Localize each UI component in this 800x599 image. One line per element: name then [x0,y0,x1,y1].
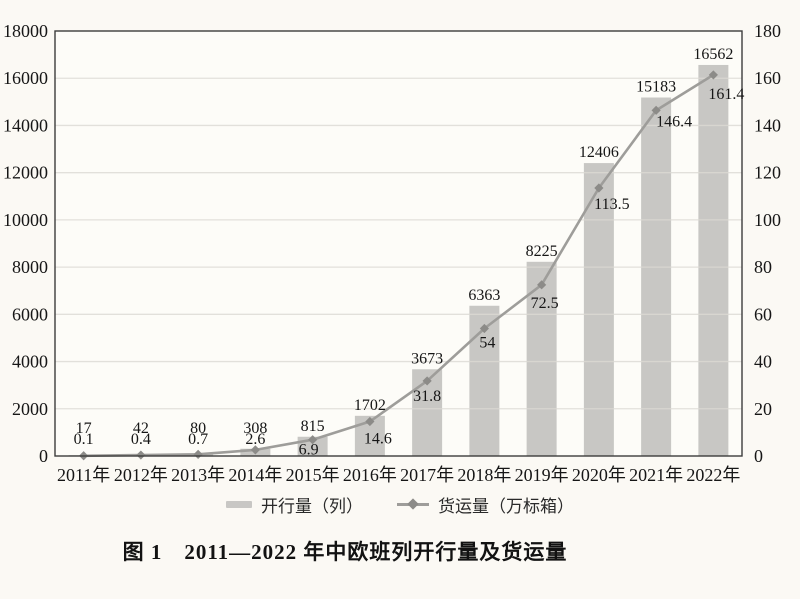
left-axis-tick-label: 12000 [3,163,48,183]
bar [526,261,557,456]
x-axis-label: 2013年 [171,465,225,485]
x-axis-label: 2021年 [629,465,683,485]
freight-marker [250,445,260,455]
bar-value-label: 80 [190,420,206,437]
left-axis-tick-label: 16000 [3,68,48,88]
bar [583,163,614,456]
left-axis-tick-label: 10000 [3,210,48,230]
x-axis-label: 2015年 [286,465,340,485]
combo-chart-canvas: 0 2000 4000 6000 8000 10000 12000 14000 16000 180… [3,21,781,485]
bar-value-label: 42 [133,420,149,437]
bar-value-label: 1702 [354,397,386,414]
legend-label-freight: 货运量（万标箱） [438,496,574,516]
freight-marker [594,183,604,193]
bar [641,97,672,456]
line-marker-swatch-icon [397,498,429,510]
line-value-label: 0.4 [131,431,151,448]
bar-value-label: 15183 [636,79,676,96]
bar-value-label: 308 [243,420,267,437]
legend-label-trains: 开行量（列） [261,496,363,516]
bar-value-label: 16562 [693,46,733,63]
line-value-label: 14.6 [364,431,392,448]
line-value-label: 146.4 [656,113,692,130]
left-axis-tick-label: 4000 [12,352,48,372]
left-axis-tick-label: 6000 [12,304,48,324]
left-axis-tick-label: 0 [39,446,48,466]
plot-border [54,30,743,457]
bar-value-label: 8225 [526,243,558,260]
line-value-label: 31.8 [413,388,441,405]
x-axis-label: 2018年 [457,465,511,485]
line-value-label: 0.1 [74,431,94,448]
left-axis-tick-label: 2000 [12,399,48,419]
bar-swatch-icon [226,500,252,508]
right-axis-tick-label: 0 [754,446,763,466]
line-value-label: 2.6 [245,431,265,448]
freight-marker [422,376,432,386]
bar [698,64,729,457]
line-value-label: 161.4 [708,86,744,103]
left-axis-tick-label: 14000 [3,115,48,135]
freight-marker [651,105,661,115]
figure-caption: 图 1 2011—2022 年中欧班列开行量及货运量 [122,540,568,564]
legend-item-trains: 开行量（列） [226,492,363,517]
right-axis-tick-label: 180 [754,21,781,41]
left-axis-tick-label: 18000 [3,21,48,41]
right-axis-tick-label: 100 [754,210,781,230]
freight-marker [708,70,718,80]
right-axis-tick-label: 20 [754,399,772,419]
right-axis-tick-label: 60 [754,304,772,324]
bar-value-label: 815 [301,418,325,435]
x-axis-label: 2011年 [57,465,110,485]
line-value-label: 113.5 [594,196,629,213]
line-value-label: 54 [479,335,495,352]
bar-value-label: 12406 [579,144,619,161]
right-axis-tick-label: 140 [754,115,781,135]
line-value-label: 6.9 [299,442,319,459]
freight-marker [365,416,375,427]
x-axis-label: 2014年 [228,465,282,485]
freight-marker [136,450,146,460]
left-axis-tick-label: 8000 [12,257,48,277]
x-axis-label: 2012年 [114,465,168,485]
legend-item-freight: 货运量（万标箱） [397,492,574,517]
right-axis-tick-label: 40 [754,352,772,372]
right-axis-tick-label: 80 [754,257,772,277]
line-value-label: 72.5 [531,295,559,312]
bar-value-label: 3673 [411,350,443,367]
chart-legend: 开行量（列） 货运量（万标箱） [0,492,800,516]
plot-area [55,31,742,456]
right-axis-tick-label: 160 [754,68,781,88]
x-axis-label: 2022年 [686,465,740,485]
freight-marker [537,280,547,290]
right-axis-tick-label: 120 [754,163,781,183]
freight-marker [479,323,489,334]
x-axis-label: 2019年 [515,465,569,485]
line-value-label: 0.7 [188,431,208,448]
freight-marker [308,435,318,445]
x-axis-label: 2017年 [400,465,454,485]
bar-value-label: 6363 [468,287,500,304]
x-axis-label: 2020年 [572,465,626,485]
bar-value-label: 17 [76,420,92,437]
x-axis-label: 2016年 [343,465,397,485]
freight-line [83,73,715,458]
